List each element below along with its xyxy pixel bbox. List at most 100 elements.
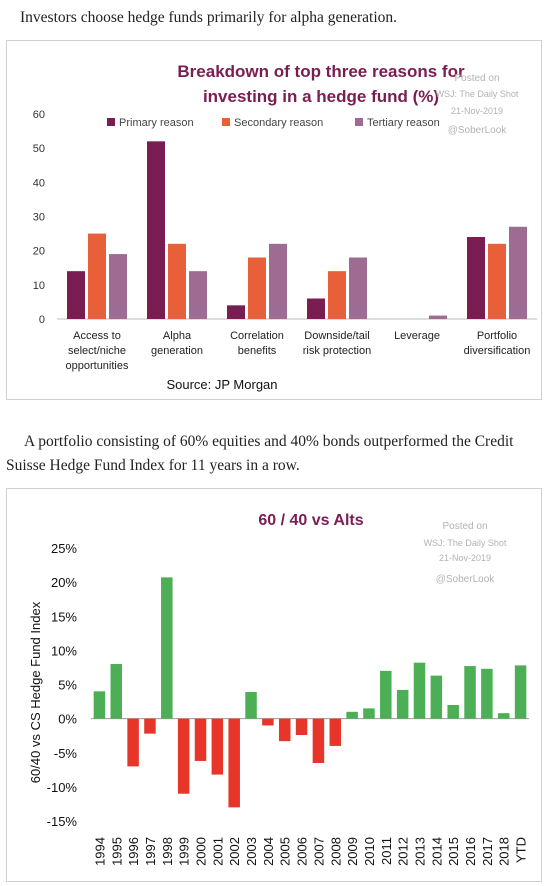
x-tick-label: Correlation (230, 330, 284, 342)
bar (430, 675, 443, 719)
x-tick-label: 2009 (345, 837, 360, 866)
x-tick-label: Access to (73, 330, 121, 342)
x-tick-label: 2004 (261, 837, 276, 866)
y-tick-label: 10 (33, 280, 45, 292)
watermark-text: WSJ: The Daily Shot (424, 538, 507, 548)
x-tick-label: Leverage (394, 330, 440, 342)
chart-title-line: Breakdown of top three reasons for (177, 62, 465, 81)
y-tick-label: 15% (51, 609, 77, 624)
y-tick-label: -5% (54, 746, 78, 761)
y-tick-label: 5% (58, 678, 77, 693)
x-tick-label: Downside/tail (304, 330, 369, 342)
x-tick-label: 2007 (311, 837, 326, 866)
x-tick-label: 2013 (413, 837, 428, 866)
x-tick-label: 2018 (497, 837, 512, 866)
x-tick-label: 2014 (429, 837, 444, 866)
x-tick-label: 2008 (328, 837, 343, 866)
x-tick-label: 2005 (278, 837, 293, 866)
y-axis-label: 60/40 vs CS Hedge Fund Index (28, 601, 43, 783)
watermark-text: 21-Nov-2019 (451, 106, 503, 116)
bar (168, 243, 186, 319)
bar (429, 315, 447, 319)
legend-label: Secondary reason (234, 117, 323, 129)
bar (349, 257, 367, 319)
sixty-forty-bar-chart: 60 / 40 vs Alts Posted on WSJ: The Daily S… (28, 512, 529, 866)
y-tick-label: 0% (58, 712, 77, 727)
bar (307, 298, 325, 319)
x-tick-label: 2001 (210, 837, 225, 866)
bar (328, 271, 346, 319)
x-tick-label: 2006 (295, 837, 310, 866)
x-tick-label: opportunities (66, 360, 129, 372)
bar (312, 718, 325, 763)
x-tick-label: 2002 (227, 837, 242, 866)
bar (346, 711, 358, 719)
watermark-text: Posted on (454, 73, 499, 84)
bar (413, 662, 426, 719)
x-tick-label: 2012 (396, 837, 411, 866)
legend-label: Tertiary reason (367, 117, 440, 129)
y-tick-label: 20 (33, 246, 45, 258)
x-tick-label: 2003 (244, 837, 259, 866)
intro-paragraph: Investors choose hedge funds primarily f… (20, 9, 398, 26)
bar (144, 718, 156, 734)
x-tick-label: 1997 (143, 837, 158, 866)
bar (109, 254, 127, 319)
bar (447, 704, 459, 719)
y-tick-label: 20% (51, 575, 77, 590)
watermark-text: WSJ: The Daily Shot (436, 89, 519, 99)
bar (481, 668, 493, 719)
bar (262, 718, 274, 726)
x-tick-label: Portfolio (477, 330, 517, 342)
bar (245, 692, 257, 719)
x-tick-label: 1999 (177, 837, 192, 866)
x-tick-label: 1994 (92, 837, 107, 866)
y-tick-label: -10% (47, 780, 78, 795)
x-tick-label: benefits (238, 345, 277, 357)
y-tick-label: 30 (33, 212, 45, 224)
legend-swatch (355, 118, 363, 126)
x-tick-label: 1996 (126, 837, 141, 866)
bar (189, 271, 207, 319)
bar (228, 718, 240, 808)
legend-swatch (107, 118, 115, 126)
y-tick-label: 25% (51, 541, 77, 556)
bar (88, 233, 106, 319)
bar (329, 718, 342, 746)
x-tick-label: 2000 (194, 837, 209, 866)
bar (396, 689, 409, 719)
bar (161, 577, 173, 719)
bar (488, 243, 506, 319)
bar (380, 670, 392, 719)
bar (467, 237, 485, 319)
reasons-bar-chart: Breakdown of top three reasons for invest… (33, 62, 537, 392)
bar (177, 718, 190, 794)
x-tick-label: select/niche (68, 345, 126, 357)
watermark-text: 21-Nov-2019 (439, 553, 491, 563)
bar (464, 666, 476, 719)
bar (127, 718, 139, 767)
bar (248, 257, 266, 319)
x-tick-label: diversification (464, 345, 531, 357)
x-tick-label: YTD (514, 837, 529, 863)
chart-panel-reasons: Breakdown of top three reasons for invest… (6, 40, 542, 400)
x-tick-label: 2015 (446, 837, 461, 866)
x-tick-label: 2011 (379, 837, 394, 865)
bar (147, 141, 165, 319)
bar (93, 691, 106, 719)
watermark-text: @SoberLook (436, 574, 496, 585)
bar (295, 718, 308, 736)
watermark-text: @SoberLook (448, 125, 508, 136)
x-tick-label: 2017 (480, 837, 495, 866)
chart-title: 60 / 40 vs Alts (258, 512, 363, 529)
bar (278, 718, 291, 742)
x-tick-label: 2010 (362, 837, 377, 866)
watermark-text: Posted on (442, 521, 487, 532)
bar (67, 271, 85, 319)
y-tick-label: 60 (33, 109, 45, 121)
chart-title-line: investing in a hedge fund (%) (203, 87, 439, 106)
portfolio-paragraph: A portfolio consisting of 60% equities a… (6, 433, 514, 474)
bar (110, 664, 123, 719)
bar (363, 708, 375, 719)
chart-panel-6040: 60 / 40 vs Alts Posted on WSJ: The Daily S… (6, 488, 542, 882)
